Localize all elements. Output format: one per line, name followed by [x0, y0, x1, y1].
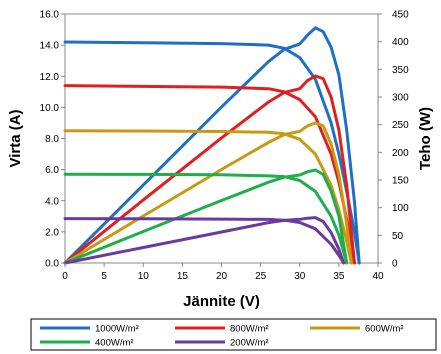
power-curve-200w — [63, 216, 346, 265]
y-right-tick-label: 450 — [392, 10, 409, 21]
power-curve-400w — [63, 168, 349, 265]
series-layer — [63, 26, 361, 265]
legend-label-400w: 400W/m² — [95, 338, 134, 349]
legend-box — [30, 318, 437, 351]
y-left-tick-label: 2.0 — [45, 227, 59, 238]
x-axis-title: Jännite (V) — [183, 293, 260, 310]
y-right-tick-label: 250 — [392, 120, 409, 131]
x-tick-label: 40 — [372, 271, 384, 282]
x-tick-label: 20 — [216, 271, 228, 282]
y-right-tick-label: 300 — [392, 93, 409, 104]
current-curve-400w — [63, 172, 349, 265]
y-left-tick-label: 16.0 — [40, 10, 60, 21]
axes: 0 5 10 15 20 25 30 35 40 0.0 2.0 4.0 6.0 8.0 10.0 12.0 1… — [40, 10, 410, 283]
y-left-tick-label: 4.0 — [45, 196, 59, 207]
y-left-tick-label: 12.0 — [40, 72, 60, 83]
current-curve-600w — [63, 129, 353, 265]
legend: 1000W/m² 800W/m² 600W/m² 400W/m² 200W/m² — [30, 318, 437, 351]
y-right-tick-label: 200 — [392, 148, 409, 159]
y-right-tick-label: 0 — [392, 259, 398, 270]
y-right-tick-label: 350 — [392, 65, 409, 76]
legend-label-200w: 200W/m² — [230, 338, 269, 349]
right-y-axis-title: Teho (W) — [417, 107, 434, 170]
y-right-tick-label: 150 — [392, 176, 409, 187]
y-left-tick-label: 0.0 — [45, 259, 59, 270]
y-right-tick-label: 100 — [392, 203, 409, 214]
y-left-tick-label: 6.0 — [45, 165, 59, 176]
y-left-tick-label: 10.0 — [40, 103, 60, 114]
power-curve-800w — [63, 74, 356, 265]
x-tick-label: 35 — [333, 271, 345, 282]
y-right-tick-label: 400 — [392, 37, 409, 48]
left-y-axis-title: Virta (A) — [7, 109, 24, 167]
x-tick-label: 0 — [62, 271, 68, 282]
x-tick-label: 10 — [138, 271, 150, 282]
y-right-tick-label: 50 — [392, 231, 404, 242]
power-curve-1000w — [63, 26, 361, 265]
legend-label-800w: 800W/m² — [230, 324, 269, 335]
y-left-tick-label: 8.0 — [45, 134, 59, 145]
x-tick-label: 15 — [177, 271, 189, 282]
x-tick-label: 5 — [101, 271, 107, 282]
y-left-tick-label: 14.0 — [40, 41, 60, 52]
current-curve-200w — [63, 217, 346, 265]
power-curve-600w — [63, 121, 353, 265]
x-tick-label: 30 — [294, 271, 306, 282]
legend-label-600w: 600W/m² — [365, 324, 404, 335]
legend-label-1000w: 1000W/m² — [95, 324, 139, 335]
x-tick-label: 25 — [255, 271, 267, 282]
